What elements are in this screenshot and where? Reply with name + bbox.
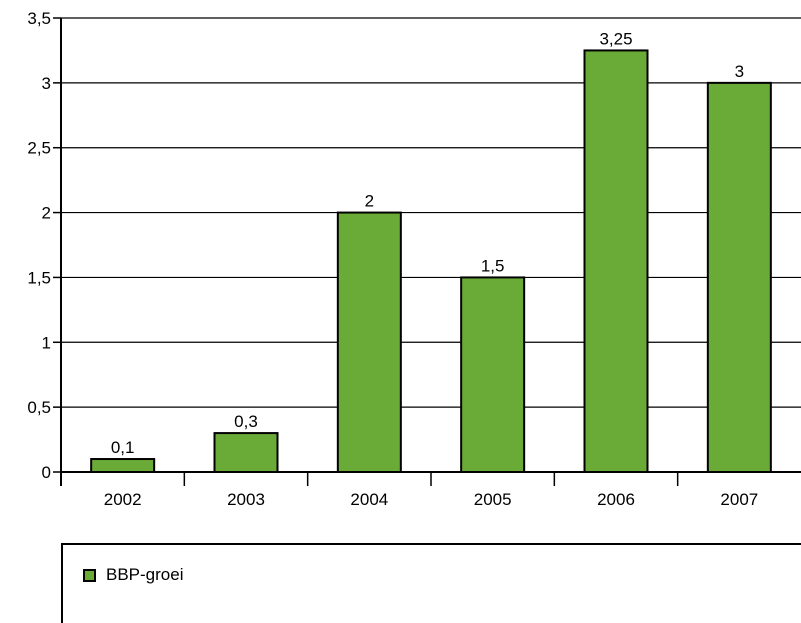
legend-item-bbp-groei: BBP-groei	[83, 565, 183, 585]
y-tick-label: 0,5	[27, 398, 51, 417]
data-label: 3	[735, 62, 744, 81]
y-tick-label: 3,5	[27, 9, 51, 28]
x-tick-label: 2002	[104, 490, 142, 509]
bar-2003	[213, 432, 279, 474]
bar-2007	[706, 81, 772, 473]
legend-label: BBP-groei	[106, 565, 184, 584]
data-label: 0,3	[234, 412, 258, 431]
y-tick-label: 0	[42, 463, 51, 482]
x-tick-label: 2003	[227, 490, 265, 509]
bar-2002	[90, 458, 156, 473]
y-tick-label: 2,5	[27, 139, 51, 158]
data-label: 2	[365, 192, 374, 211]
x-tick-label: 2005	[474, 490, 512, 509]
bar-chart: 0 0,5 1 1,5 2 2,5 3 3,5 0,1 2002 0,3 2003 2 2004 1,5 20…	[27, 9, 801, 509]
x-tick-label: 2006	[597, 490, 635, 509]
data-label: 0,1	[111, 438, 135, 457]
y-tick-label: 2	[42, 204, 51, 223]
bar-2006	[583, 49, 649, 474]
chart-container: 0 0,5 1 1,5 2 2,5 3 3,5 0,1 2002 0,3 2003 2 2004 1,5 20…	[27, 9, 801, 509]
legend-swatch	[83, 568, 96, 582]
legend: BBP-groei	[61, 543, 801, 623]
y-tick-label: 1,5	[27, 268, 51, 287]
data-label: 3,25	[599, 29, 632, 48]
data-label: 1,5	[481, 256, 505, 275]
y-tick-label: 1	[42, 333, 51, 352]
x-tick-label: 2004	[350, 490, 388, 509]
x-tick-label: 2007	[720, 490, 758, 509]
y-tick-label: 3	[42, 74, 51, 93]
bar-2005	[460, 276, 526, 473]
bar-2004	[336, 211, 402, 473]
